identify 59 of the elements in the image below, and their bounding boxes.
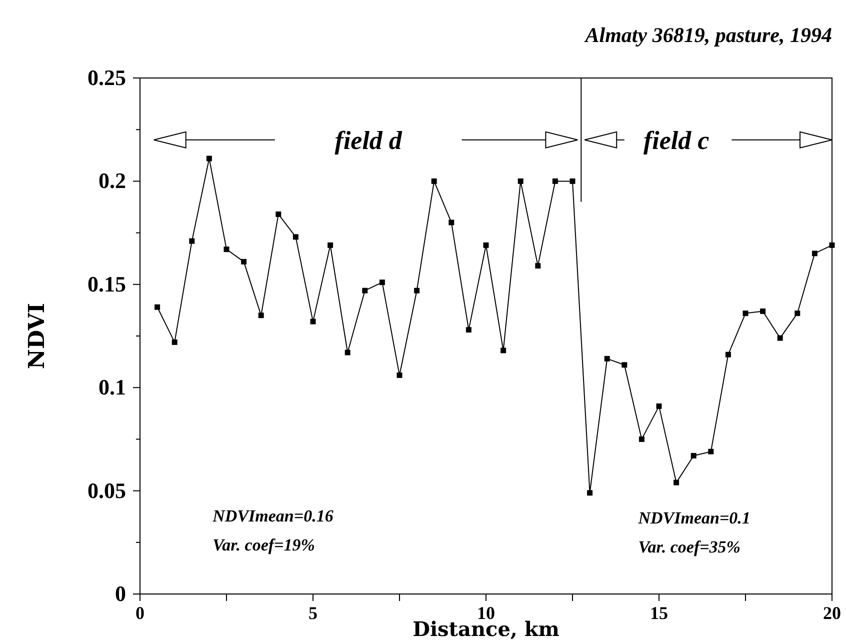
- point: [362, 288, 368, 294]
- annotation: field c: [643, 126, 710, 156]
- point: [276, 211, 282, 217]
- x-tick-label: 20: [823, 602, 841, 623]
- y-tick-label: 0.25: [88, 65, 126, 90]
- point: [794, 310, 800, 316]
- y-tick-label: 0.2: [98, 168, 126, 194]
- point: [742, 310, 748, 316]
- point: [622, 362, 628, 368]
- point: [344, 350, 350, 356]
- point: [570, 178, 576, 184]
- point: [396, 372, 402, 378]
- point: [241, 258, 247, 264]
- point: [206, 156, 212, 162]
- y-tick-label: 0.05: [88, 478, 126, 503]
- annotation: Var. coef=19%: [212, 535, 315, 554]
- point: [224, 246, 230, 252]
- y-tick-label: 0.1: [98, 374, 126, 400]
- y-axis-title: NDVI: [24, 302, 50, 370]
- y-tick-label: 0.15: [88, 271, 126, 296]
- point: [708, 448, 714, 454]
- point: [777, 335, 783, 341]
- point: [466, 327, 472, 333]
- point: [518, 178, 524, 184]
- point: [328, 242, 334, 248]
- point: [674, 480, 680, 486]
- annotation: Var. coef=35%: [638, 537, 740, 556]
- annotation: field d: [334, 126, 403, 156]
- point: [258, 312, 264, 318]
- point: [760, 308, 766, 314]
- point: [500, 348, 506, 354]
- point: [483, 242, 489, 248]
- x-tick-label: 10: [477, 602, 495, 623]
- point: [310, 318, 316, 324]
- point: [829, 242, 835, 248]
- point: [189, 238, 195, 244]
- x-tick-label: 15: [650, 602, 668, 623]
- annotation: NDVImean=0.1: [637, 508, 750, 528]
- point: [690, 452, 696, 458]
- point: [552, 178, 558, 184]
- y-tick-label: 0: [115, 581, 126, 606]
- point: [725, 352, 731, 358]
- point: [379, 280, 385, 286]
- x-tick-label: 0: [136, 602, 144, 623]
- point: [656, 403, 662, 409]
- point: [587, 490, 593, 496]
- point: [535, 263, 541, 269]
- chart-title: Almaty 36819, pasture, 1994: [583, 23, 832, 47]
- point: [154, 304, 160, 310]
- point: [292, 234, 298, 240]
- x-tick-label: 5: [308, 602, 318, 623]
- point: [604, 356, 610, 362]
- point: [414, 288, 420, 294]
- point: [431, 178, 437, 184]
- annotation: NDVImean=0.16: [212, 506, 334, 526]
- point: [638, 436, 644, 442]
- point: [448, 220, 454, 226]
- point: [812, 250, 818, 256]
- point: [172, 339, 178, 345]
